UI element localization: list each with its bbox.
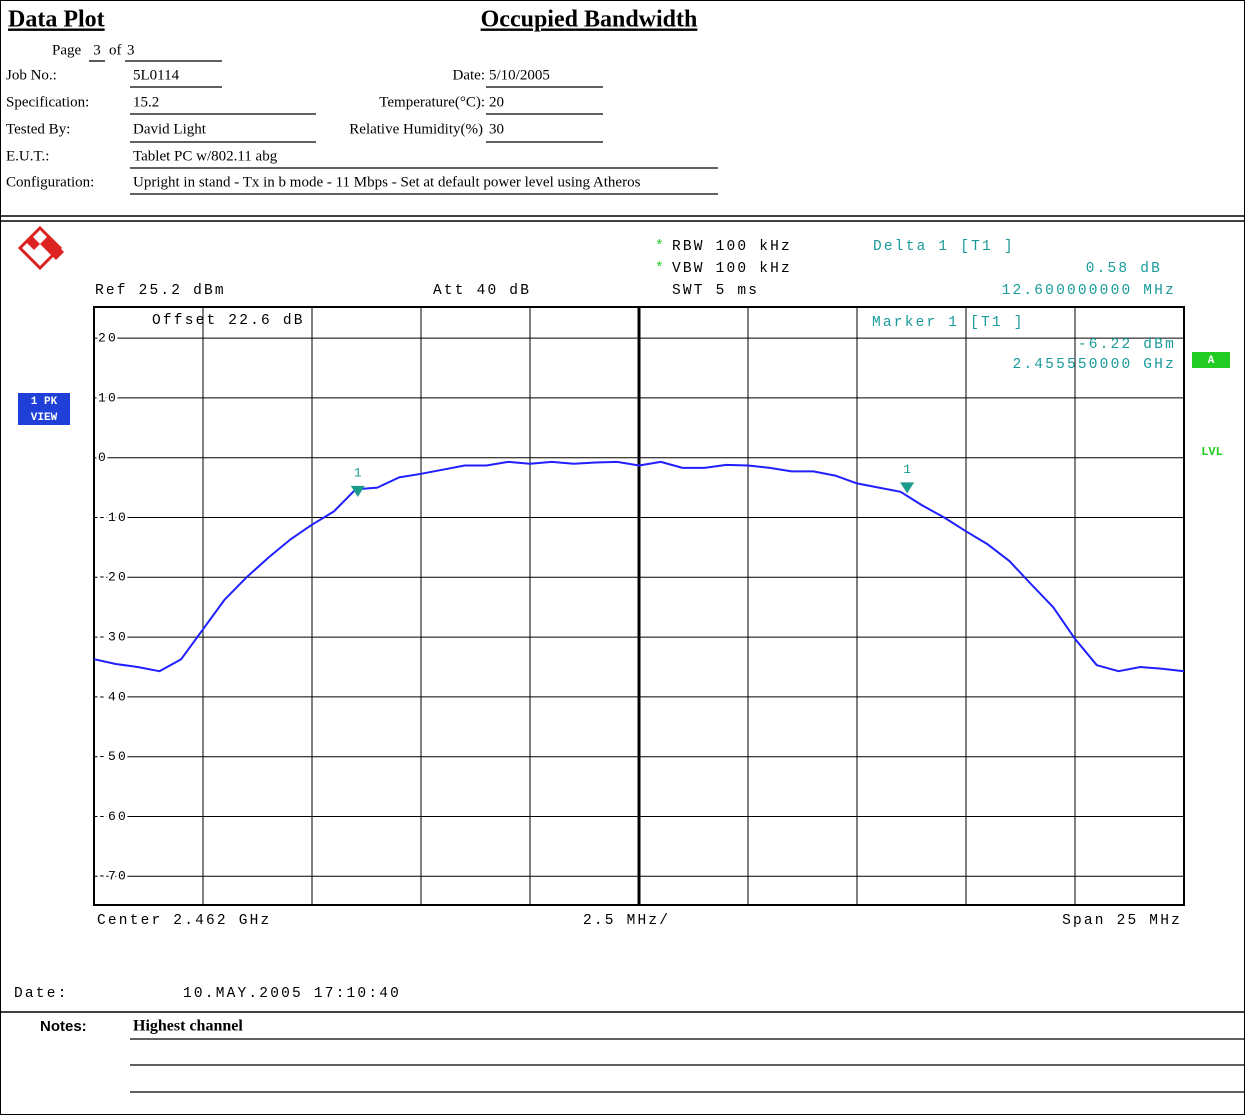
marker [350,485,365,497]
trace-mode: VIEW [31,412,58,424]
page-count: 3 [127,42,135,58]
trace-mode: 1 PK [31,396,58,408]
delta-frequency: 12.600000000 MHz [1002,283,1176,299]
vbw: VBW 100 kHz [672,261,792,277]
marker-label: 1 [903,462,911,477]
marker-label: 1 [354,465,362,480]
timestamp: 10.MAY.2005 17:10:40 [183,986,401,1002]
setting-flag: * [655,239,666,255]
field-value: 30 [489,121,504,137]
date-label: Date: [14,986,69,1002]
span: Span 25 MHz [1062,913,1182,929]
y-tick-label: 20 [98,331,118,346]
ref-level: Ref 25.2 dBm [95,283,226,299]
division: 2.5 MHz/ [583,913,670,929]
field-label: Relative Humidity(%) [349,121,483,137]
of-label: of [109,42,122,58]
sweep-time: SWT 5 ms [672,283,759,299]
setting-flag: * [655,261,666,277]
y-tick-label: -50 [98,749,128,764]
doc-title: Data Plot [8,7,105,33]
attenuation: Att 40 dB [433,283,531,299]
field-label: Date: [453,67,485,83]
doc-subtitle: Occupied Bandwidth [481,7,698,33]
field-value: 15.2 [133,94,159,110]
center-frequency: Center 2.462 GHz [97,913,271,929]
field-value: 5L0114 [133,67,180,83]
trace-badge [18,393,70,425]
field-label: E.U.T.: [6,148,49,164]
notes-text: Highest channel [133,1018,243,1035]
y-tick-label: 10 [98,390,118,405]
y-tick-label: -70 [98,869,128,884]
field-value: Tablet PC w/802.11 abg [133,148,278,164]
trace [93,460,1185,673]
y-tick-label: -40 [98,689,128,704]
field-label: Configuration: [6,174,94,190]
page-number: 3 [93,42,101,58]
delta-level: 0.58 dB [1086,261,1162,277]
offset: Offset 22.6 dB [152,313,305,329]
y-tick-label: -10 [98,510,128,525]
y-tick-label: 0 [98,450,108,465]
delta-title: Delta 1 [T1 ] [873,239,1015,255]
field-value: David Light [133,121,207,137]
field-label: Tested By: [6,121,70,137]
field-value: 5/10/2005 [489,67,550,83]
field-value: 20 [489,94,504,110]
level-flag: LVL [1201,445,1223,459]
y-tick-label: -60 [98,809,128,824]
y-tick-label: -20 [98,570,128,585]
trace-flag-badge [1192,352,1230,368]
notes-label: Notes: [40,1018,87,1035]
marker-title: Marker 1 [T1 ] [872,315,1025,331]
trace-flag: A [1208,355,1215,367]
logo [17,225,64,271]
field-value: Upright in stand - Tx in b mode - 11 Mbp… [133,174,641,190]
page-label: Page [52,42,82,58]
y-tick-label: -30 [98,630,128,645]
marker [900,482,915,494]
plot: 20 10 0 -10 -20 -30 -40 -50 -60 -70 1 1 [93,306,1185,906]
field-label: Job No.: [6,67,57,83]
field-label: Specification: [6,94,89,110]
marker-frequency: 2.455550000 GHz [1012,357,1176,373]
marker-level: -6.22 dBm [1078,337,1176,353]
plot-border [93,306,1185,906]
rbw: RBW 100 kHz [672,239,792,255]
field-label: Temperature(°C): [379,94,485,110]
